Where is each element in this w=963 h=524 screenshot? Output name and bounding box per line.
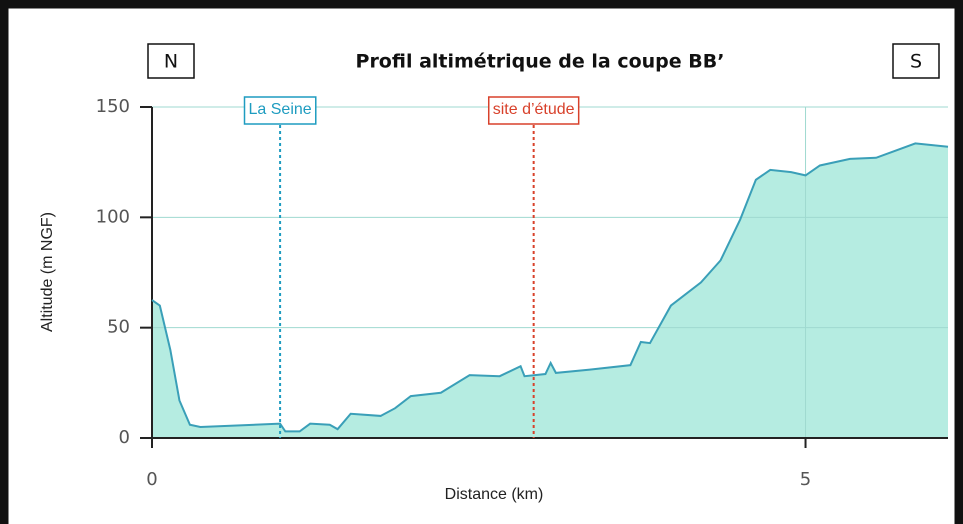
y-tick-label: 50 [107,317,130,338]
y-tick-label: 0 [119,427,130,448]
annotation-box [243,96,317,125]
x-axis-label: Distance (km) [445,486,544,503]
x-tick-label: 5 [800,469,811,490]
chart-title: Profil altimétrique de la coupe BB’ [356,51,725,73]
corner-label: S [910,51,922,73]
area-fill [152,143,948,438]
y-tick-label: 100 [96,206,130,227]
y-axis-label: Altitude (m NGF) [39,212,56,332]
corner-box [892,43,940,79]
annotation-label: site d’étude [493,101,575,118]
area-line [151,142,949,433]
corner-label: N [164,51,178,73]
annotation-box [487,96,580,125]
y-tick-label: 150 [96,96,130,117]
corner-box [147,43,195,79]
annotation-label: La Seine [249,101,312,118]
x-tick-label: 0 [146,469,157,490]
